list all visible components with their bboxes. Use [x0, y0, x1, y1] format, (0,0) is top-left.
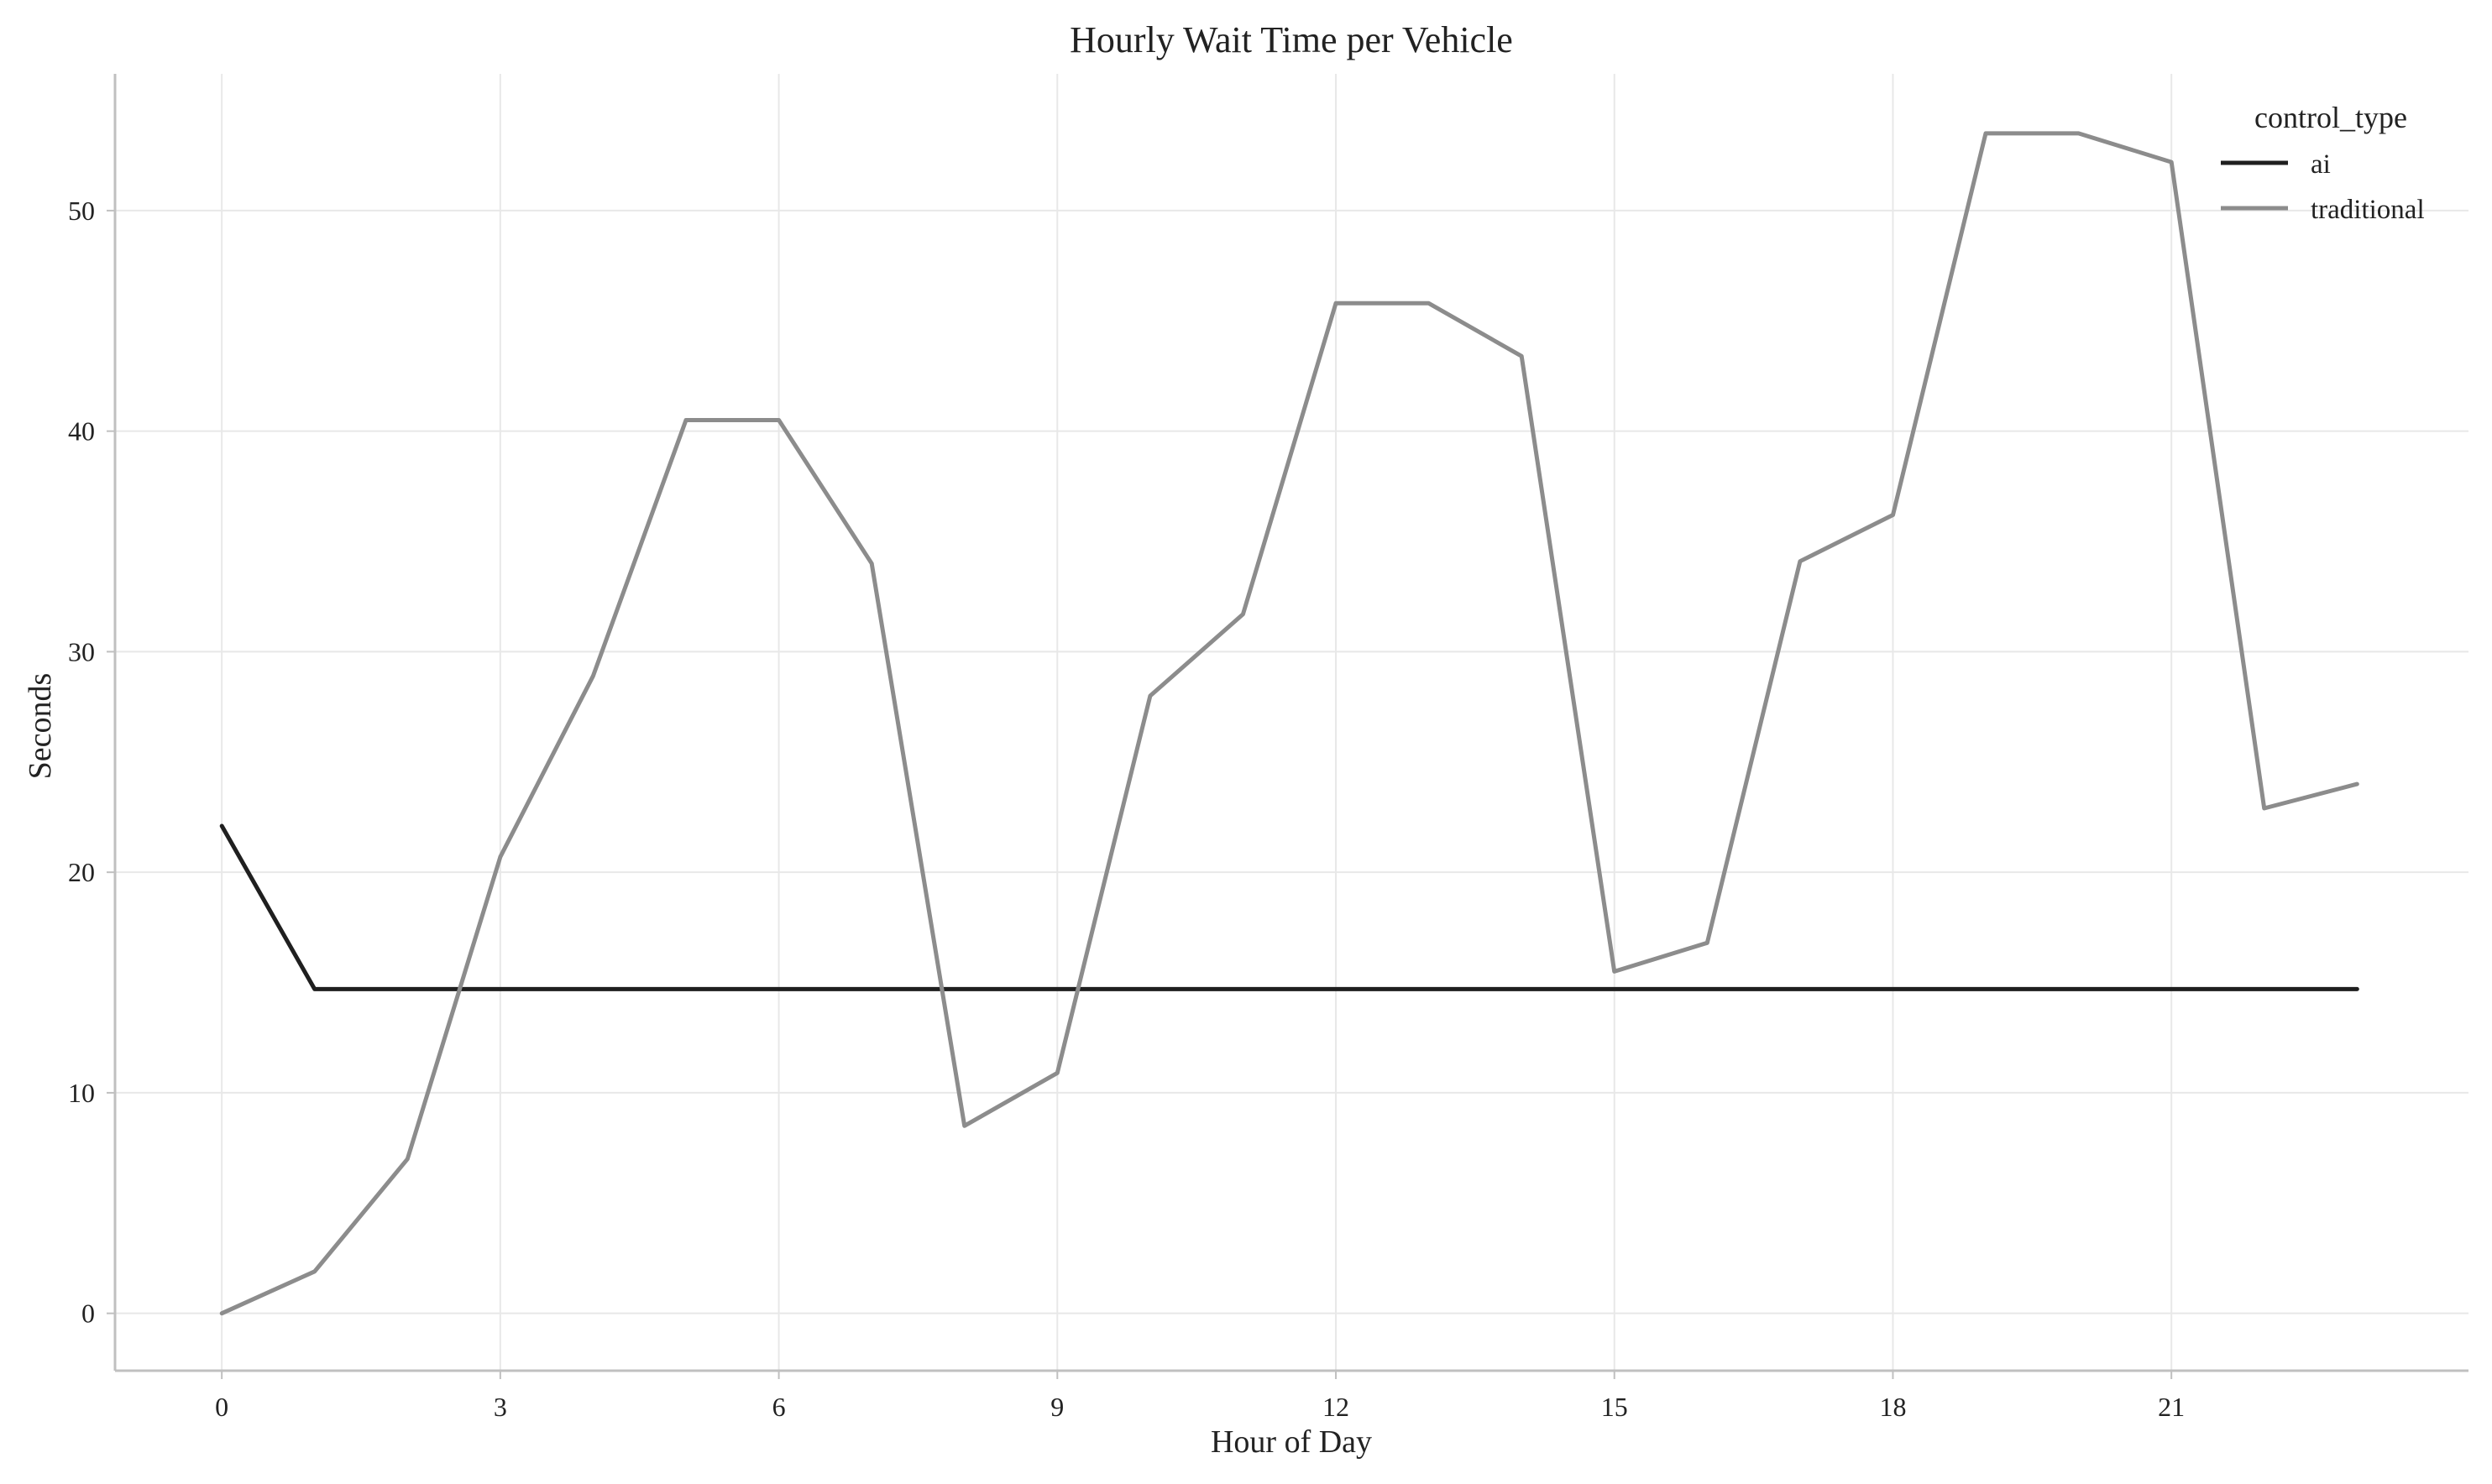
- series-lines: [219, 131, 2359, 1316]
- x-tick-label: 18: [1879, 1392, 1906, 1422]
- x-tick-label: 9: [1050, 1392, 1064, 1422]
- grid: [115, 74, 2468, 1371]
- y-tick-label: 10: [68, 1078, 95, 1108]
- x-axis-label: Hour of Day: [1211, 1424, 1372, 1460]
- y-tick-label: 30: [68, 636, 95, 666]
- y-tick-label: 50: [68, 196, 95, 226]
- x-tick-label: 0: [215, 1392, 228, 1422]
- y-axis-label: Seconds: [23, 673, 58, 780]
- legend-label-traditional: traditional: [2311, 195, 2425, 225]
- y-tick-label: 0: [81, 1298, 95, 1329]
- series-line-traditional: [219, 131, 2359, 1316]
- axis-ticks: 0 3 6 9 12 15 18 21 0 10 20 30 40 50: [68, 196, 2185, 1422]
- x-tick-label: 21: [2158, 1392, 2185, 1422]
- x-tick-label: 15: [1601, 1392, 1628, 1422]
- legend: control_type ai traditional: [2221, 101, 2425, 225]
- x-tick-label: 12: [1322, 1392, 1349, 1422]
- y-tick-label: 20: [68, 857, 95, 887]
- x-tick-label: 6: [772, 1392, 786, 1422]
- legend-title: control_type: [2254, 101, 2407, 134]
- legend-label-ai: ai: [2311, 149, 2331, 180]
- series-line-ai: [219, 823, 2359, 991]
- y-tick-label: 40: [68, 416, 95, 447]
- x-tick-label: 3: [494, 1392, 507, 1422]
- chart-title: Hourly Wait Time per Vehicle: [1070, 19, 1513, 60]
